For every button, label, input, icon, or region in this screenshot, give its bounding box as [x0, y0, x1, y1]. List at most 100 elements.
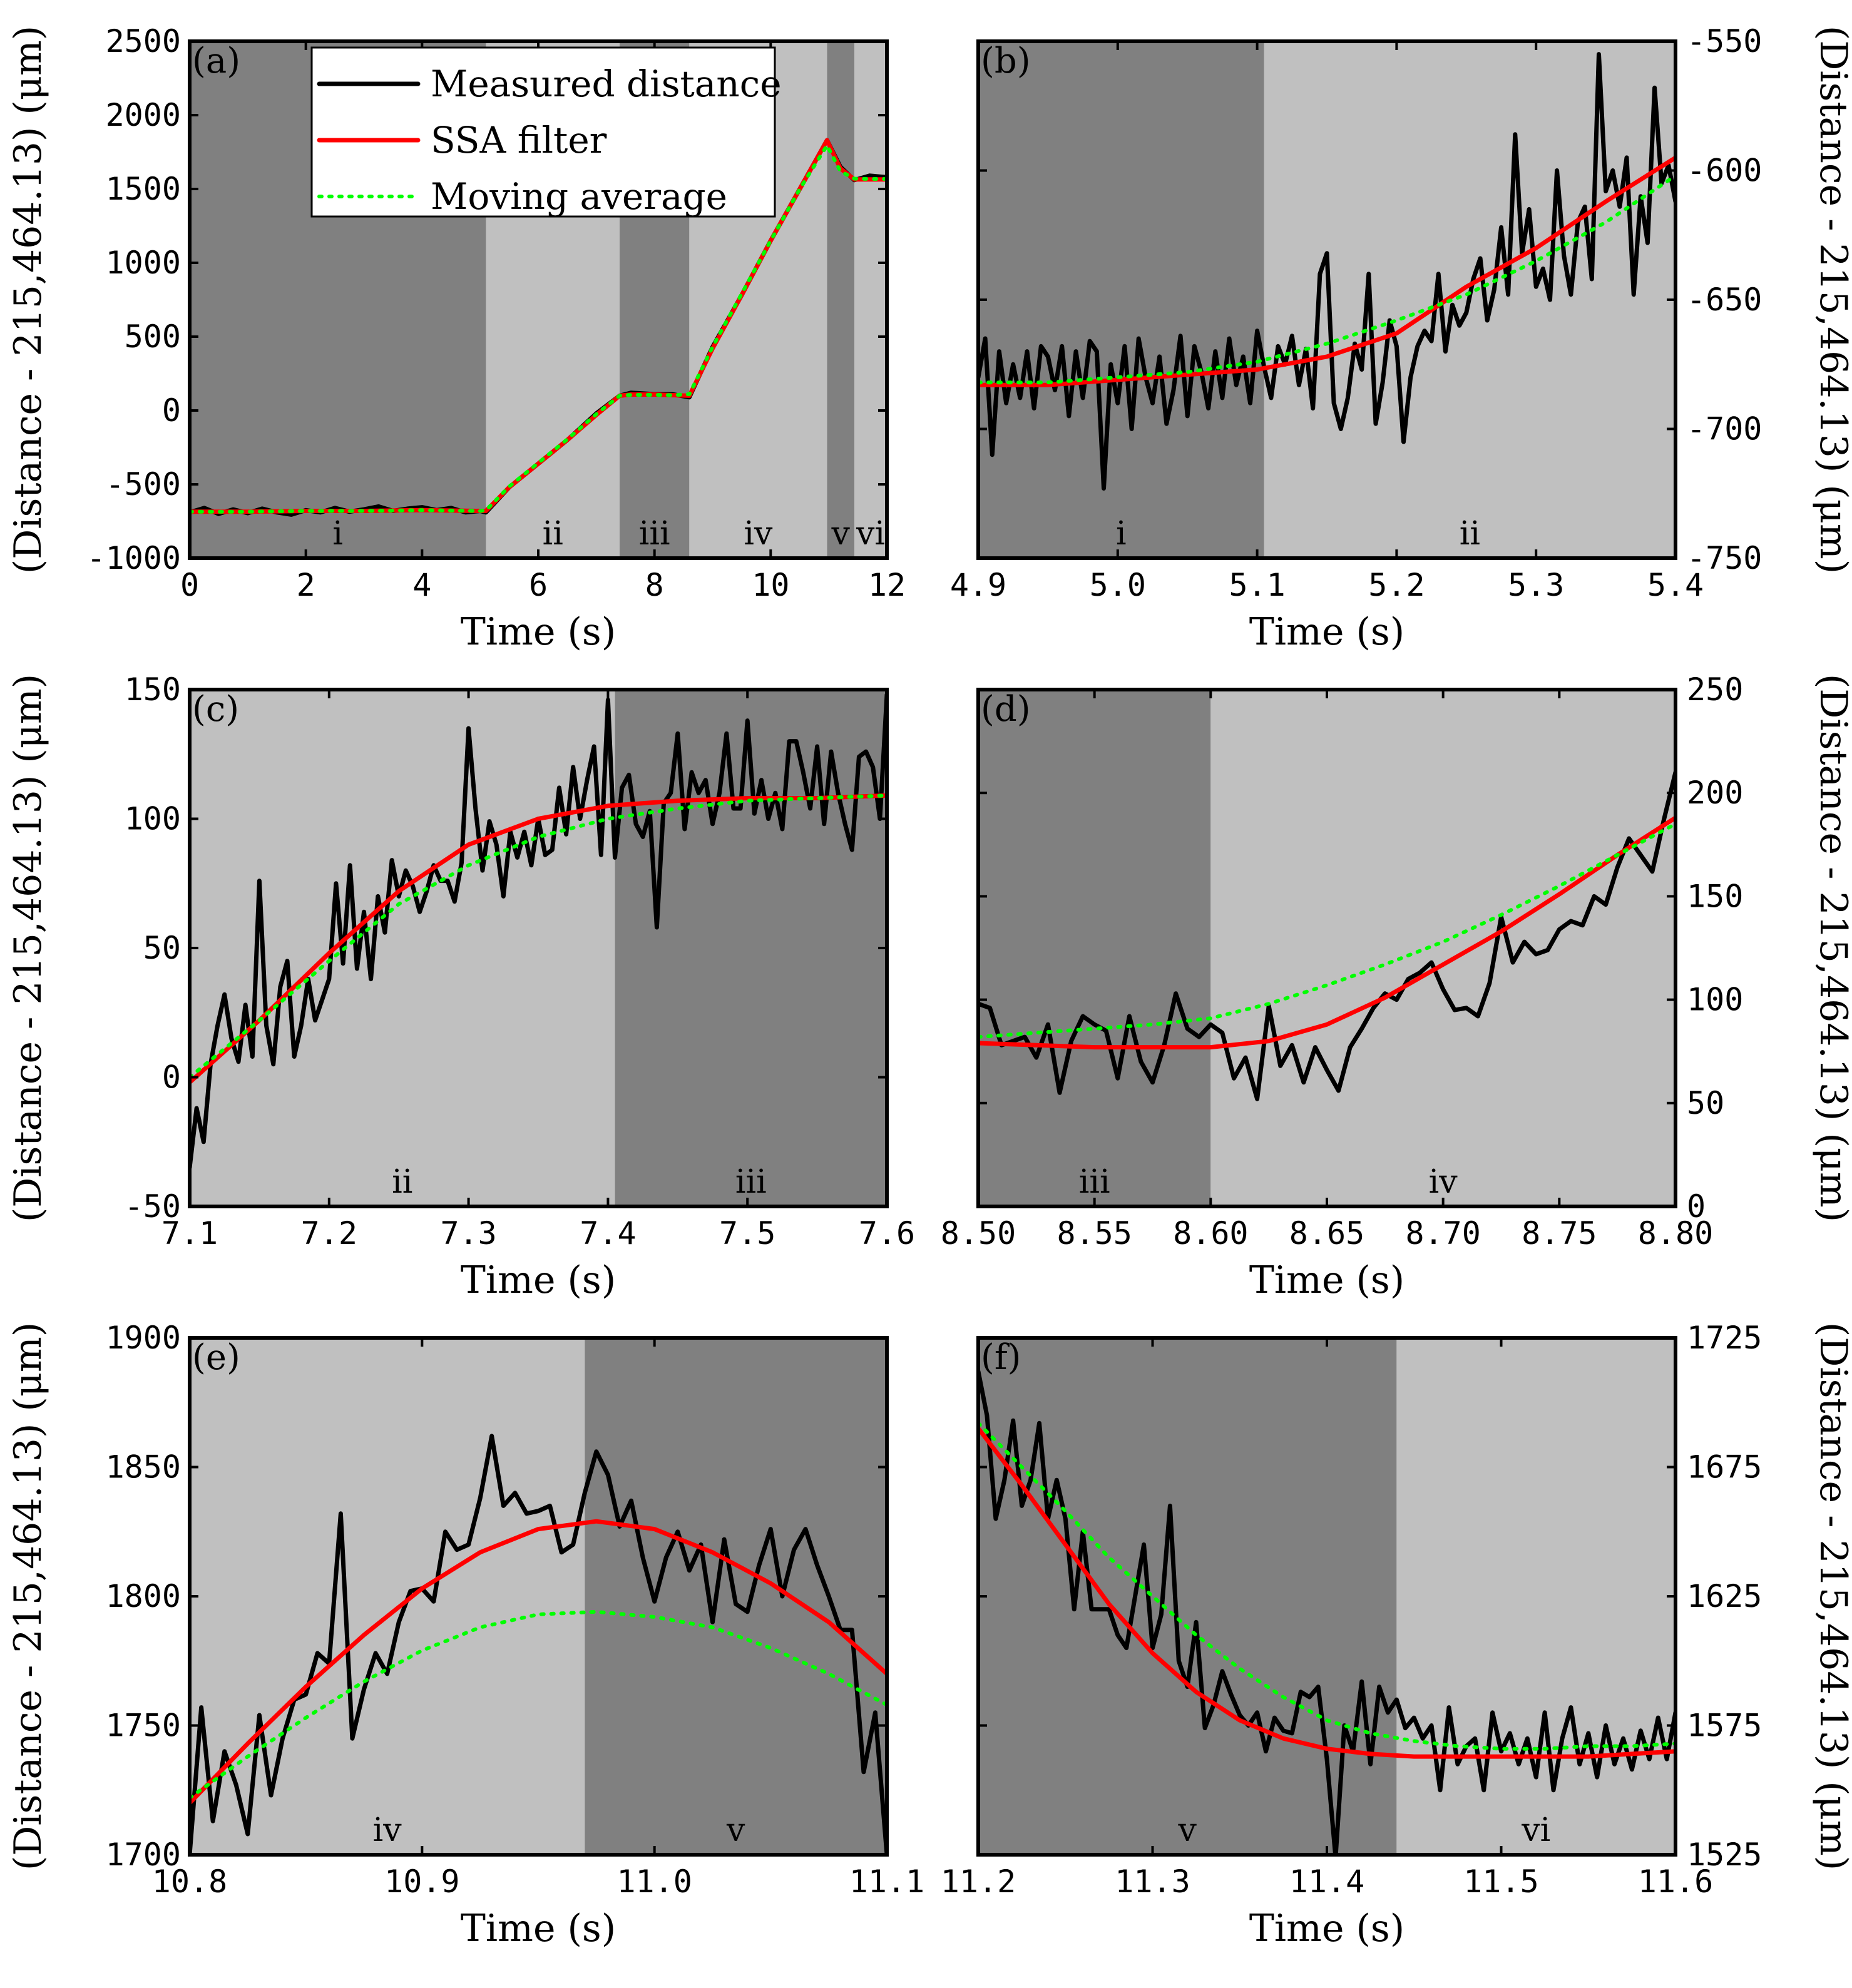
x-tick-label: 8.80 — [1638, 1215, 1713, 1251]
series-line-moving-avg — [978, 173, 1675, 385]
panel-label: (e) — [192, 1337, 240, 1378]
panel-label: (a) — [192, 41, 240, 81]
y-tick-label: 1750 — [106, 1708, 181, 1744]
region-label: v — [831, 515, 851, 553]
y-tick-label: 1900 — [106, 1320, 181, 1356]
x-tick-label: 8.55 — [1056, 1215, 1132, 1251]
x-tick-label: 5.4 — [1647, 567, 1704, 603]
region-label: ii — [543, 515, 563, 553]
legend-label: Moving average — [431, 175, 727, 218]
series-line-moving-avg — [978, 1421, 1675, 1751]
y-tick-label: -1000 — [86, 540, 181, 576]
y-tick-label: 150 — [1687, 878, 1743, 914]
legend-label: Measured distance — [431, 63, 782, 105]
x-tick-label: 5.1 — [1229, 567, 1285, 603]
chart-panel-d: iii iv 8.50 8.55 8.60 8.65 8.70 8.75 8.800 50 100 1… — [941, 671, 1852, 1302]
x-axis-title: Time (s) — [461, 1258, 616, 1302]
x-tick-label: 11.5 — [1463, 1863, 1538, 1900]
series-group — [978, 1369, 1675, 1855]
region-band — [1210, 690, 1675, 1206]
region-label: vi — [856, 515, 885, 553]
chart-panel-b: i ii4.9 5.0 5.1 5.2 5.3 5.4-750-700-650-600-55… — [950, 23, 1852, 654]
panel-label: (d) — [981, 689, 1031, 730]
series-line-ssa — [190, 1519, 887, 1805]
x-tick-label: 7.2 — [301, 1215, 357, 1251]
panel-label: (c) — [192, 689, 239, 730]
panel-label: (b) — [981, 41, 1031, 81]
x-tick-label: 7.1 — [161, 1215, 218, 1251]
series-group — [190, 138, 887, 517]
y-tick-label: 250 — [1687, 671, 1743, 708]
y-tick-label: 0 — [162, 1059, 181, 1096]
y-axis-title: (Distance - 215,464.13) (μm) — [6, 674, 50, 1222]
x-axis-title: Time (s) — [1249, 610, 1404, 654]
y-tick-label: 100 — [1687, 982, 1743, 1018]
series-group — [190, 1434, 887, 1855]
series-line-ssa — [978, 1426, 1675, 1759]
series-line-moving-avg — [190, 143, 887, 514]
x-tick-label: 11.2 — [941, 1863, 1016, 1900]
x-tick-label: 10 — [752, 567, 789, 603]
region-band — [827, 41, 855, 558]
x-tick-label: 4.9 — [950, 567, 1006, 603]
y-tick-label: -50 — [125, 1188, 181, 1225]
y-tick-label: 1800 — [106, 1578, 181, 1614]
x-tick-label: 7.6 — [859, 1215, 915, 1251]
y-tick-label: -700 — [1687, 411, 1762, 447]
chart-panel-a: i ii iii iv v vi0 2 4 6 8 10 12-1000-50005001000150… — [6, 23, 906, 654]
chart-panel-e: iv v 10.8 10.9 11.0 11.1 1700 1750 1800 1850 1900 T… — [6, 1320, 924, 1950]
region-band — [978, 41, 1264, 558]
series-group — [978, 52, 1675, 491]
region-band — [978, 690, 1211, 1206]
y-axis-title: (Distance - 215,464.13) (μm) — [1811, 1322, 1852, 1870]
x-tick-label: 5.2 — [1368, 567, 1425, 603]
y-tick-label: -650 — [1687, 282, 1762, 318]
series-group — [190, 692, 887, 1170]
x-tick-label: 8.60 — [1173, 1215, 1248, 1251]
y-tick-label: 1575 — [1687, 1708, 1762, 1744]
x-tick-label: 11.6 — [1638, 1863, 1713, 1900]
y-tick-label: 1000 — [106, 245, 181, 281]
region-label: v — [726, 1812, 745, 1849]
legend-label: SSA filter — [431, 119, 607, 161]
y-tick-label: -550 — [1687, 23, 1762, 59]
x-tick-label: 8.75 — [1522, 1215, 1597, 1251]
region-band — [854, 41, 887, 558]
x-tick-label: 4 — [412, 567, 431, 603]
x-tick-label: 10.8 — [152, 1863, 227, 1900]
x-axis-title: Time (s) — [1249, 1258, 1404, 1302]
region-label: i — [332, 515, 343, 553]
region-label: iii — [639, 515, 670, 553]
y-axis-title: (Distance - 215,464.13) (μm) — [6, 26, 50, 574]
region-label: ii — [1460, 515, 1480, 553]
y-tick-label: 1700 — [106, 1837, 181, 1873]
panel-label: (f) — [981, 1337, 1021, 1378]
x-tick-label: 11.4 — [1289, 1863, 1364, 1900]
x-tick-label: 6 — [529, 567, 548, 603]
y-tick-label: 0 — [1687, 1188, 1706, 1225]
y-tick-label: 150 — [125, 671, 181, 708]
y-tick-label: 500 — [125, 319, 181, 355]
y-tick-label: 2500 — [106, 23, 181, 59]
x-tick-label: 0 — [180, 567, 199, 603]
x-axis-title: Time (s) — [461, 1907, 616, 1950]
x-tick-label: 8.50 — [941, 1215, 1016, 1251]
region-band — [190, 690, 615, 1206]
y-tick-label: -600 — [1687, 153, 1762, 189]
y-tick-label: -750 — [1687, 540, 1762, 576]
x-tick-label: 11.1 — [849, 1863, 924, 1900]
series-line-measured — [978, 52, 1675, 491]
y-tick-label: 1850 — [106, 1449, 181, 1486]
series-line-ssa — [978, 815, 1675, 1050]
y-tick-label: 1625 — [1687, 1578, 1762, 1614]
x-tick-label: 7.4 — [580, 1215, 636, 1251]
x-tick-label: 11.0 — [616, 1863, 692, 1900]
region-label: v — [1178, 1812, 1197, 1849]
series-line-moving-avg — [190, 793, 887, 1079]
region-label: iv — [1429, 1163, 1458, 1201]
y-tick-label: 0 — [162, 392, 181, 429]
y-tick-label: 2000 — [106, 97, 181, 133]
region-label: i — [1116, 515, 1127, 553]
